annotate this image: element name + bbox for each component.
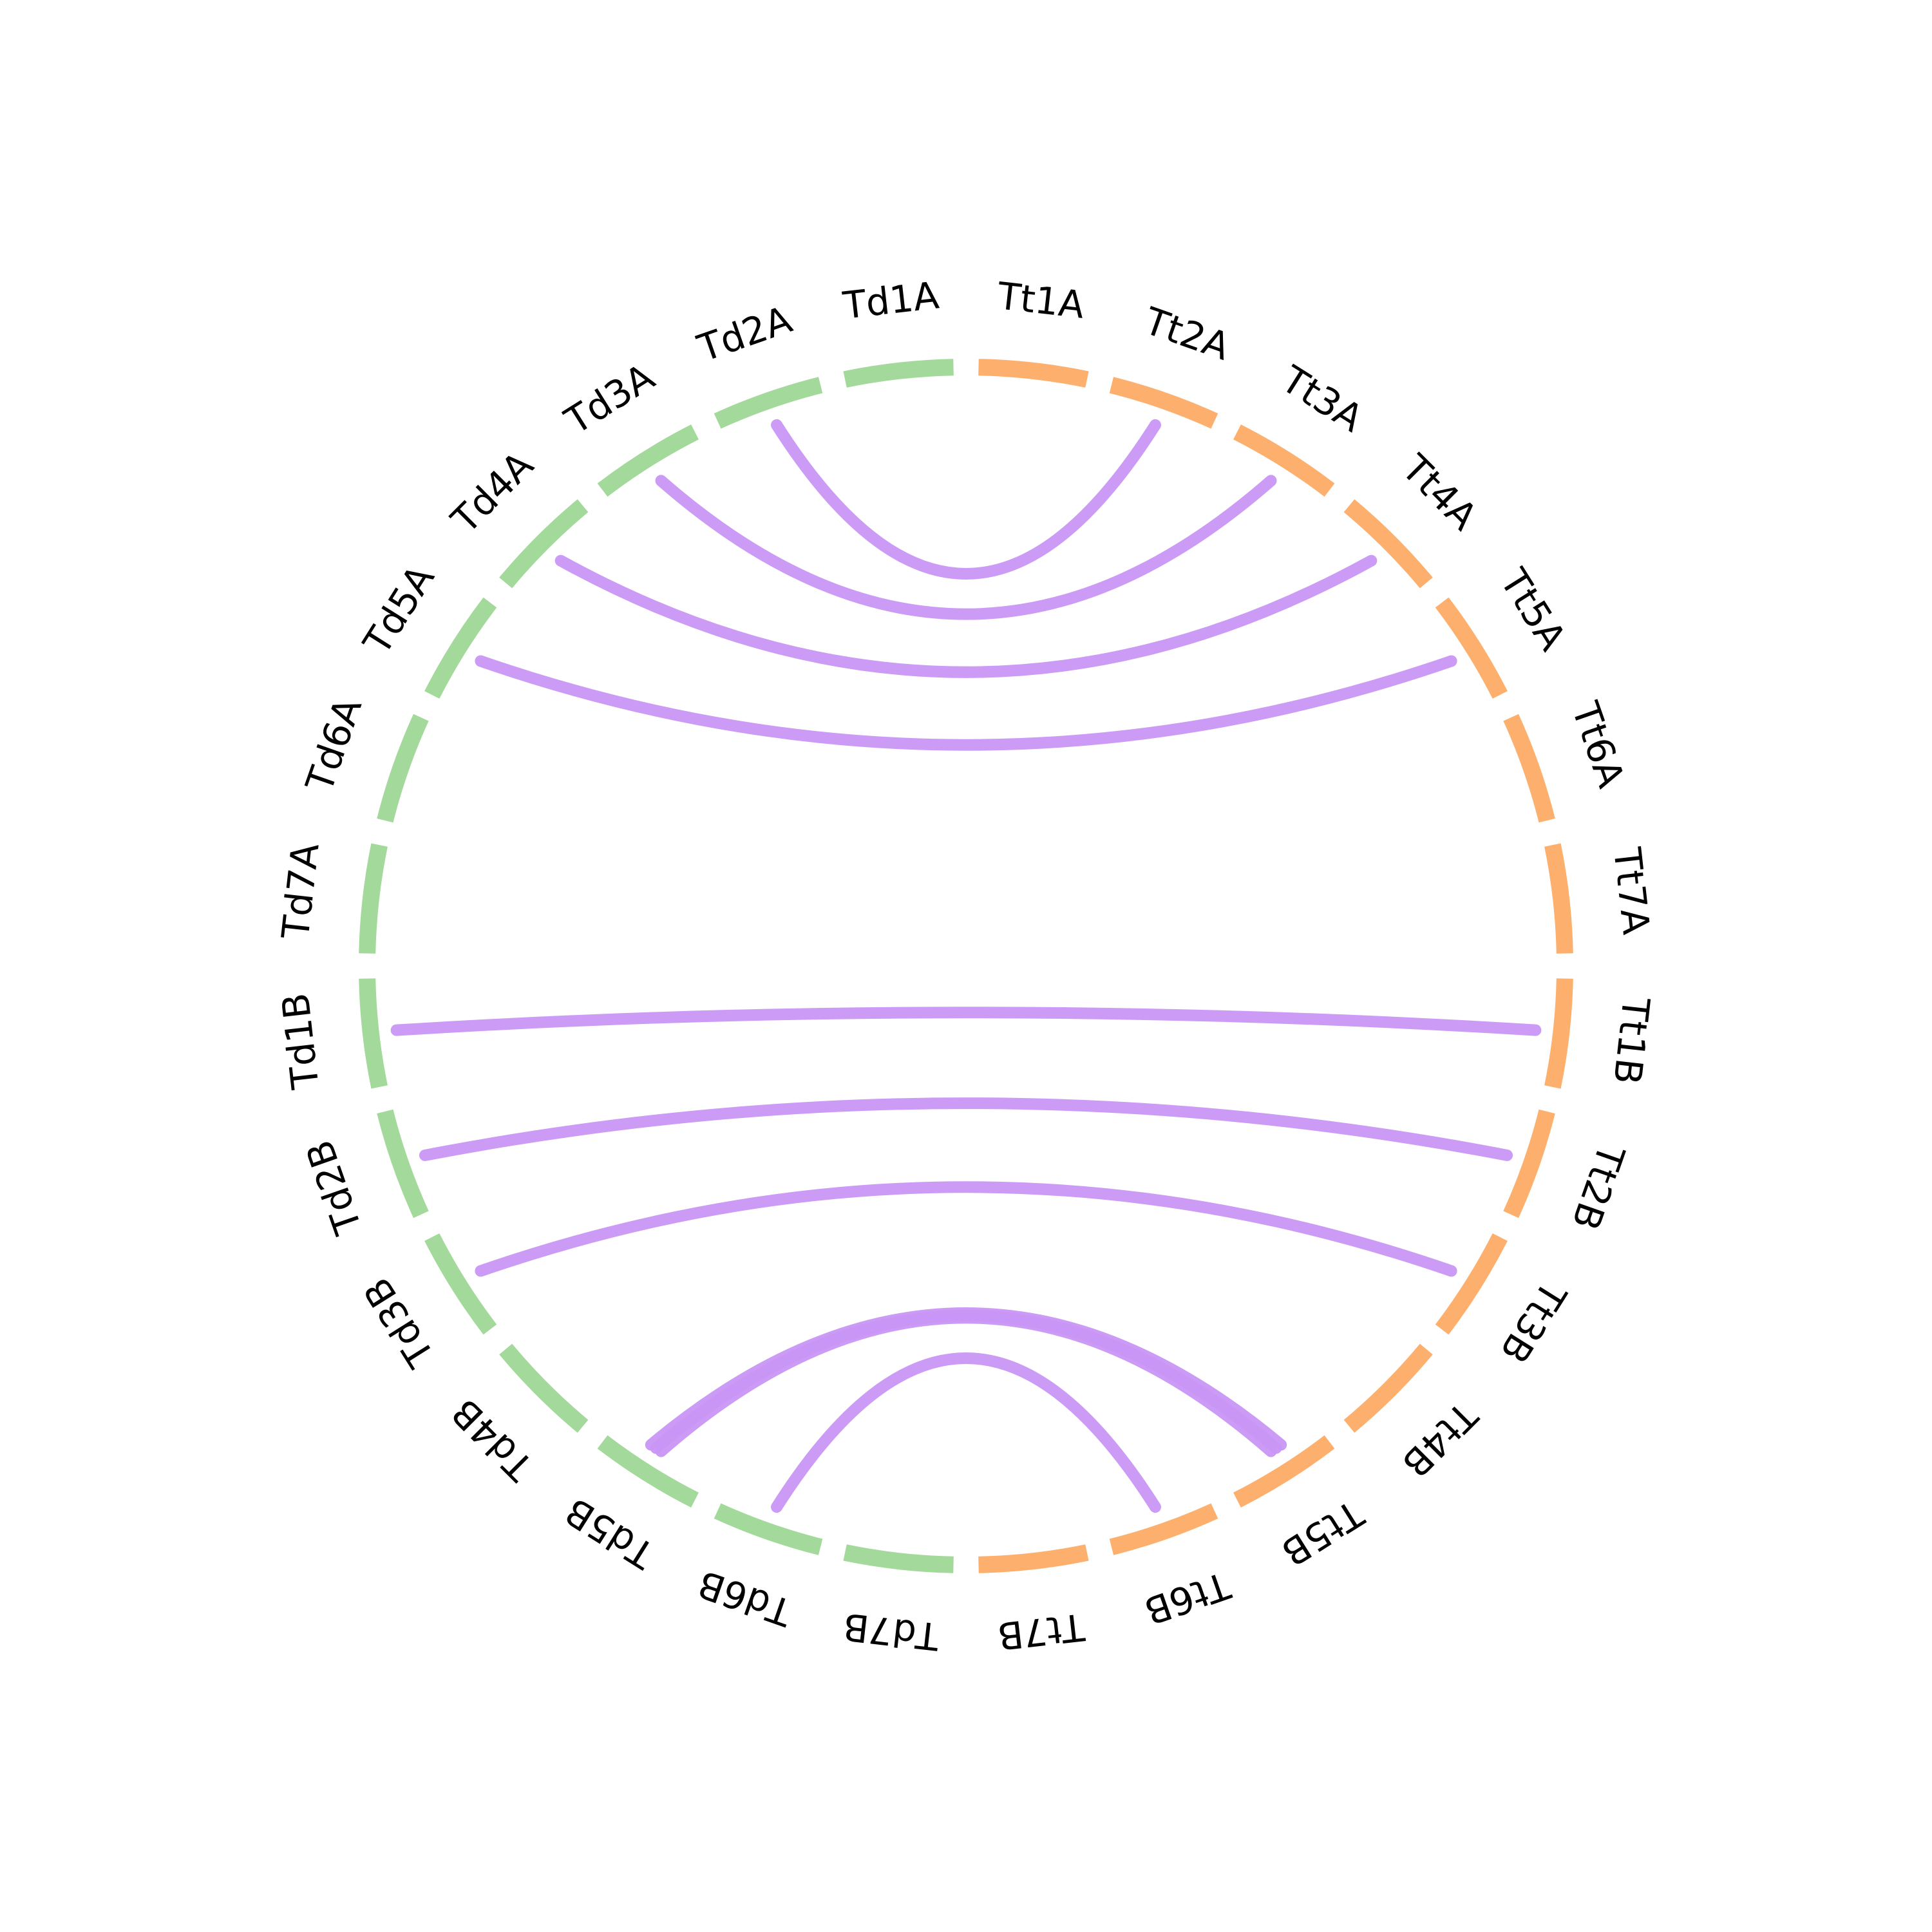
label-td3b: Td3B <box>355 1270 443 1375</box>
segment-td5b <box>597 1435 699 1508</box>
label-tt7a: Tt7A <box>1605 845 1658 937</box>
link-td2b-tt2b <box>419 1097 1513 1161</box>
segment-tt7b <box>978 1544 1089 1573</box>
link-td2a-tt2a <box>771 419 1161 580</box>
label-tt3b: Tt3B <box>1492 1273 1575 1370</box>
segment-tt2a <box>1109 377 1218 429</box>
label-tt4b: Tt4B <box>1394 1393 1486 1486</box>
label-tt6b: Tt6B <box>1139 1563 1236 1633</box>
link-td5a-tt5a <box>475 655 1457 751</box>
label-td4a: Td4A <box>442 443 542 542</box>
segment-tt3a <box>1233 424 1335 497</box>
segment-td3b <box>424 1233 497 1335</box>
link-td5b-tt5b <box>645 1307 1287 1451</box>
segment-td7b <box>843 1544 954 1573</box>
label-tt1a: Tt1A <box>995 274 1087 327</box>
segment-tt4a <box>1343 499 1433 589</box>
label-td2b: Td2B <box>298 1135 371 1240</box>
label-td1a: Td1A <box>840 273 942 327</box>
segment-td4a <box>499 499 589 589</box>
links-layer <box>390 419 1542 1513</box>
segment-tt5b <box>1233 1435 1335 1508</box>
label-tt4a: Tt4A <box>1393 446 1486 538</box>
label-td7b: Td7B <box>841 1604 942 1658</box>
label-tt1b: Tt1B <box>1605 995 1658 1087</box>
segment-td7a <box>359 843 388 954</box>
label-tt5b: Tt5B <box>1274 1491 1371 1575</box>
segment-tt1a <box>978 359 1089 388</box>
segment-td6b <box>714 1503 823 1555</box>
label-tt3a: Tt3A <box>1273 357 1370 440</box>
segment-td1b <box>359 978 388 1089</box>
segment-tt6a <box>1503 714 1555 823</box>
segment-td3a <box>597 424 699 497</box>
link-td6b-tt6b <box>771 1352 1161 1513</box>
segment-tt6b <box>1109 1503 1218 1555</box>
label-td1b: Td1B <box>273 991 327 1092</box>
segment-tt5a <box>1435 597 1508 699</box>
label-tt2a: Tt2A <box>1139 299 1236 369</box>
label-td5b: Td5B <box>558 1489 663 1577</box>
label-tt2b: Tt2B <box>1563 1139 1633 1236</box>
segment-td1a <box>843 359 954 388</box>
segment-tt7a <box>1544 843 1573 954</box>
link-td4a-tt4a <box>554 554 1378 678</box>
label-tt6a: Tt6A <box>1563 696 1633 793</box>
label-td5a: Td5A <box>354 557 442 662</box>
segments-layer <box>359 359 1573 1573</box>
label-td7a: Td7A <box>273 840 327 942</box>
segment-td2b <box>377 1109 429 1218</box>
segment-td5a <box>424 597 497 699</box>
segment-td4b <box>499 1343 589 1433</box>
segment-tt2b <box>1503 1109 1555 1218</box>
label-tt5a: Tt5A <box>1491 561 1575 658</box>
link-td3a-tt3a <box>655 475 1277 620</box>
label-tt7b: Tt7B <box>996 1605 1088 1658</box>
label-td6a: Td6A <box>297 692 370 798</box>
segment-tt4b <box>1343 1343 1433 1433</box>
label-td2a: Td2A <box>692 298 797 371</box>
label-td4b: Td4B <box>443 1390 542 1490</box>
label-td6b: Td6B <box>692 1562 798 1635</box>
link-td1b-tt1b <box>390 1007 1542 1036</box>
segment-td6a <box>377 714 429 823</box>
segment-td2a <box>714 377 823 429</box>
label-td3a: Td3A <box>557 355 662 443</box>
link-td3b-tt3b <box>475 1181 1457 1277</box>
segment-tt1b <box>1544 978 1573 1089</box>
segment-tt3b <box>1435 1233 1508 1335</box>
